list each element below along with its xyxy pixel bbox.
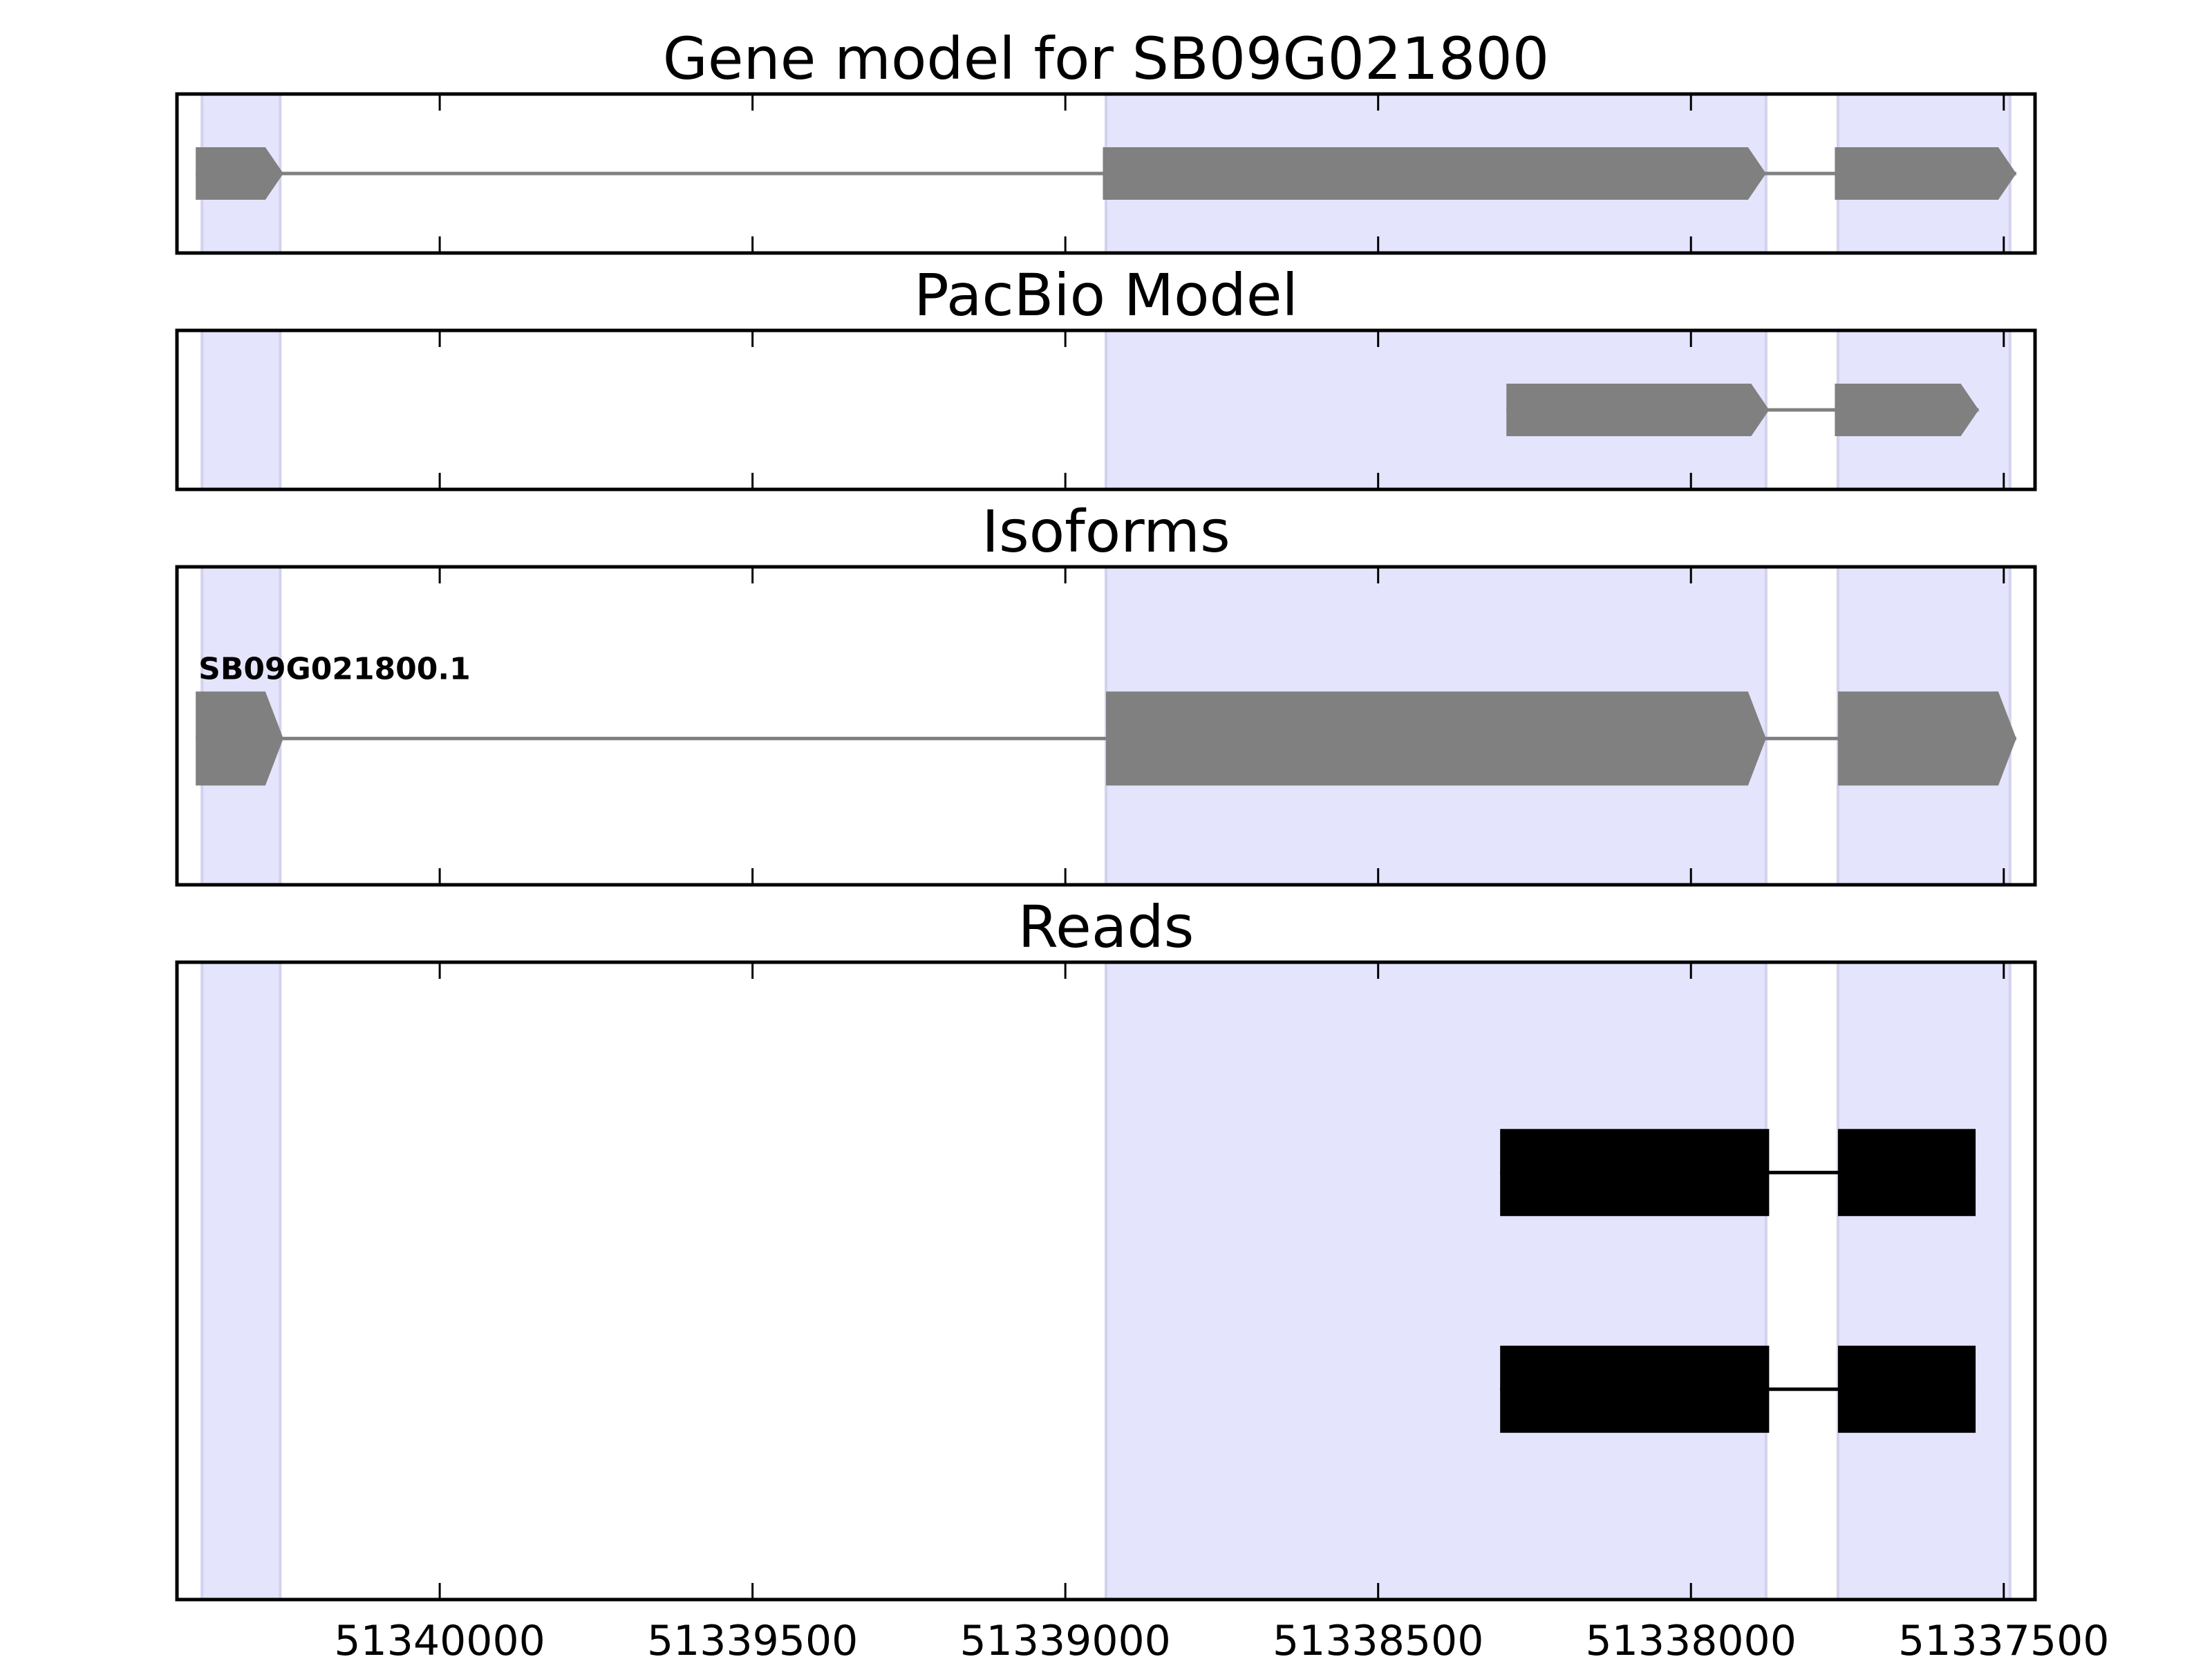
exon-block: [1506, 384, 1770, 436]
exon-block: [1837, 1345, 1976, 1433]
panel-2: SB09G021800.1 Isoforms: [175, 498, 2037, 887]
exon-block: [1837, 1129, 1976, 1217]
read-alignment: [1500, 1129, 1976, 1217]
exon-block: [1837, 691, 2016, 786]
panel-plot-area: [196, 567, 2016, 885]
panel-title: PacBio Model: [914, 261, 1298, 329]
panel-plot-area: [200, 962, 2012, 1600]
exon-block: [1500, 1345, 1770, 1433]
panel-plot-area: [196, 94, 2016, 253]
x-tick-label: 51337500: [1898, 1617, 2109, 1659]
panel-title: Reads: [1018, 893, 1194, 961]
transcript-feature: [196, 147, 2016, 200]
x-tick-label: 51338000: [1586, 1617, 1797, 1659]
exon-block: [1835, 384, 1979, 436]
axes-frame: [175, 328, 2037, 491]
exon-block: [1500, 1129, 1770, 1217]
isoform-label: SB09G021800.1: [198, 651, 471, 686]
axes-frame: [175, 960, 2037, 1602]
exon-block: [1103, 147, 1766, 200]
x-tick-label: 51339000: [959, 1617, 1170, 1659]
x-tick-label: 51339500: [647, 1617, 858, 1659]
panel-plot-area: [200, 330, 2012, 489]
highlight-region: [1105, 962, 1768, 1600]
panel-1: PacBio Model: [175, 261, 2037, 491]
axes-frame: [175, 565, 2037, 887]
panel-3: Reads 51340000 51339500 51339000 51338500 513…: [175, 893, 2109, 1659]
exon-block: [1106, 691, 1766, 786]
highlight-region: [1836, 962, 2012, 1600]
transcript-feature: [1506, 384, 1979, 436]
read-alignment: [1500, 1345, 1976, 1433]
panel-title: Gene model for SB09G021800: [663, 25, 1549, 93]
exon-block: [196, 691, 283, 786]
panel-title: Isoforms: [982, 498, 1230, 565]
highlight-region: [200, 330, 282, 489]
exon-block: [196, 147, 283, 200]
transcript-feature: [196, 691, 2016, 786]
x-tick-label: 51340000: [334, 1617, 545, 1659]
x-tick-label: 51338500: [1273, 1617, 1483, 1659]
axes-frame: [175, 92, 2037, 255]
panel-0: Gene model for SB09G021800: [175, 25, 2037, 255]
exon-block: [1835, 147, 2016, 200]
highlight-region: [200, 962, 282, 1600]
